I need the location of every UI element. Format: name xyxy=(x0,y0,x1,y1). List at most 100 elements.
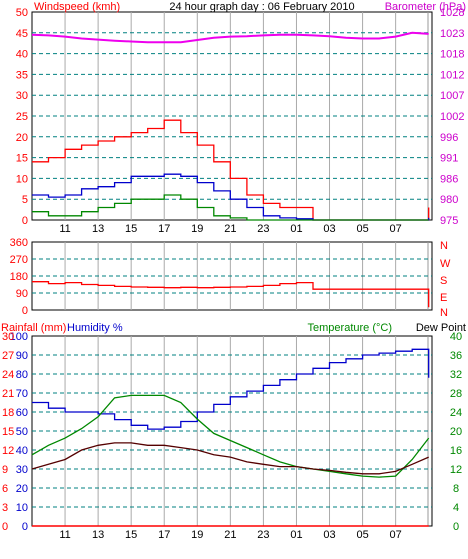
dir-tick-label: 90 xyxy=(16,288,28,300)
temp-tick-label: 8 xyxy=(453,483,459,495)
dewpoint-line xyxy=(31,442,429,475)
humidity-axis-title: Humidity % xyxy=(67,322,123,334)
wind-minimum-line xyxy=(32,194,429,221)
dir-tick-label: 270 xyxy=(10,254,28,266)
baro-tick-label: 1018 xyxy=(440,49,464,61)
humidity-tick-label: 100 xyxy=(10,331,28,343)
wind-tick-label: 25 xyxy=(16,111,28,123)
dir-tick-label: 180 xyxy=(10,271,28,283)
humidity-tick-label: 70 xyxy=(16,388,28,400)
dir-label-s: S xyxy=(440,275,447,287)
dir-tick-label: 360 xyxy=(10,237,28,249)
hour-tick-label: 13 xyxy=(92,529,104,541)
hour-tick-label: 05 xyxy=(356,529,368,541)
hour-tick-label: 01 xyxy=(290,223,302,235)
wind-tick-label: 10 xyxy=(16,173,28,185)
baro-tick-label: 980 xyxy=(440,194,458,206)
temp-tick-label: 0 xyxy=(453,521,459,533)
baro-tick-label: 1028 xyxy=(440,7,464,19)
hour-tick-label: 17 xyxy=(158,529,170,541)
grid-layer xyxy=(32,12,432,526)
baro-tick-label: 996 xyxy=(440,132,458,144)
temp-tick-label: 20 xyxy=(450,426,462,438)
humidity-tick-label: 90 xyxy=(16,350,28,362)
baro-tick-label: 975 xyxy=(440,215,458,227)
series-layer xyxy=(31,31,430,527)
hour-tick-label: 19 xyxy=(191,223,203,235)
dir-label-n-bottom: N xyxy=(440,307,448,319)
hour-tick-label: 03 xyxy=(323,223,335,235)
rain-tick-label: 27 xyxy=(2,350,14,362)
hour-tick-label: 13 xyxy=(92,223,104,235)
dewpoint-axis-title: Dew Point xyxy=(416,322,466,334)
wind-tick-label: 45 xyxy=(16,28,28,40)
humidity-tick-label: 50 xyxy=(16,426,28,438)
rain-tick-label: 12 xyxy=(2,445,14,457)
hour-tick-label: 03 xyxy=(323,529,335,541)
hour-tick-label: 21 xyxy=(224,223,236,235)
temperature-line xyxy=(31,394,430,478)
baro-tick-label: 1023 xyxy=(440,28,464,40)
humidity-line xyxy=(32,348,430,430)
humidity-tick-label: 10 xyxy=(16,502,28,514)
temp-tick-label: 4 xyxy=(453,502,459,514)
hour-tick-label: 23 xyxy=(257,529,269,541)
temp-tick-label: 24 xyxy=(450,407,462,419)
temperature-axis-title: Temperature (°C) xyxy=(308,322,392,334)
humidity-tick-label: 40 xyxy=(16,445,28,457)
baro-tick-label: 986 xyxy=(440,173,458,185)
temp-tick-label: 16 xyxy=(450,445,462,457)
rainfall-axis-title: Rainfall (mm) xyxy=(1,322,66,334)
rain-tick-label: 30 xyxy=(2,331,14,343)
tick-layer: 1111131315151717191921212323010103030505… xyxy=(2,7,464,541)
temp-tick-label: 28 xyxy=(450,388,462,400)
rain-tick-label: 3 xyxy=(2,502,8,514)
dir-label-w: W xyxy=(440,258,451,270)
barometer-axis-title: Barometer (hPa) xyxy=(385,1,466,13)
rain-tick-label: 6 xyxy=(2,483,8,495)
baro-tick-label: 1007 xyxy=(440,90,464,102)
wind-tick-label: 40 xyxy=(16,49,28,61)
hour-tick-label: 11 xyxy=(59,223,70,235)
rain-tick-label: 15 xyxy=(2,426,14,438)
hour-tick-label: 21 xyxy=(224,529,236,541)
rain-tick-label: 9 xyxy=(2,464,8,476)
direction-line xyxy=(32,281,430,308)
hour-tick-label: 23 xyxy=(257,223,269,235)
humidity-tick-label: 0 xyxy=(22,521,28,533)
hour-tick-label: 15 xyxy=(125,223,137,235)
temp-tick-label: 36 xyxy=(450,350,462,362)
humidity-tick-label: 80 xyxy=(16,369,28,381)
hour-tick-label: 05 xyxy=(356,223,368,235)
humidity-tick-label: 30 xyxy=(16,464,28,476)
barometer-line xyxy=(31,31,429,44)
rain-tick-label: 21 xyxy=(2,388,14,400)
hour-tick-label: 11 xyxy=(59,529,70,541)
temp-tick-label: 40 xyxy=(450,331,462,343)
wind-tick-label: 15 xyxy=(16,153,28,165)
hour-tick-label: 19 xyxy=(191,529,203,541)
baro-tick-label: 991 xyxy=(440,153,458,165)
wind-tick-label: 50 xyxy=(16,7,28,19)
hour-tick-label: 07 xyxy=(390,529,402,541)
temp-tick-label: 12 xyxy=(450,464,462,476)
baro-tick-label: 1002 xyxy=(440,111,464,123)
windspeed-axis-title: Windspeed (kmh) xyxy=(34,1,120,13)
hour-tick-label: 01 xyxy=(290,529,302,541)
baro-tick-label: 1012 xyxy=(440,69,464,81)
wind-tick-label: 0 xyxy=(22,215,28,227)
dir-label-e: E xyxy=(440,292,447,304)
hour-tick-label: 07 xyxy=(390,223,402,235)
humidity-tick-label: 20 xyxy=(16,483,28,495)
humidity-tick-label: 60 xyxy=(16,407,28,419)
rain-tick-label: 0 xyxy=(2,521,8,533)
hour-tick-label: 15 xyxy=(125,529,137,541)
wind-tick-label: 20 xyxy=(16,132,28,144)
rain-tick-label: 24 xyxy=(2,369,14,381)
dir-tick-label: 0 xyxy=(22,305,28,317)
rain-tick-label: 18 xyxy=(2,407,14,419)
wind-tick-label: 35 xyxy=(16,69,28,81)
dir-label-n-top: N xyxy=(440,240,448,252)
